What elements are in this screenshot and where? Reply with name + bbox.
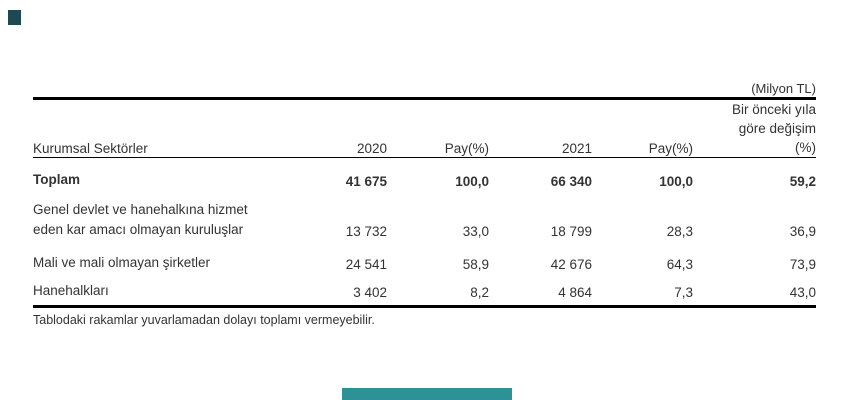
row-label-line: Genel devlet ve hanehalkına hizmet: [33, 202, 248, 217]
col-header-pay-2021: Pay(%): [592, 100, 693, 158]
cell-value-change: 59,2: [789, 174, 816, 189]
cell-value-2021: 18 799: [550, 224, 592, 239]
cell-value-2020: 41 675: [345, 174, 387, 189]
cell-value-pay-2021: 28,3: [666, 224, 693, 239]
row-label-line: Toplam: [33, 172, 80, 187]
row-label: Genel devlet ve hanehalkına hizmet eden …: [33, 194, 323, 246]
col-header-change-line-3: (%): [795, 140, 816, 155]
col-header-change-line-1: Bir önceki yıla: [731, 102, 816, 117]
cell-value-change: 36,9: [789, 224, 816, 239]
cell-value-2021: 42 676: [550, 257, 592, 272]
col-header-sector: Kurumsal Sektörler: [33, 100, 323, 158]
table-row-genel-devlet: Genel devlet ve hanehalkına hizmet eden …: [33, 194, 816, 246]
cell-value-pay-2020: 58,9: [462, 257, 489, 272]
col-header-2020: 2020: [323, 100, 387, 158]
cell-value-pay-2021: 7,3: [592, 279, 693, 308]
row-label-line: Mali ve mali olmayan şirketler: [33, 255, 211, 270]
table-row-mali-sirketler: Mali ve mali olmayan şirketler 24 541 58…: [33, 246, 816, 279]
table-footnote: Tablodaki rakamlar yuvarlamadan dolayı t…: [33, 313, 375, 327]
cell-value-2020: 13 732: [345, 224, 387, 239]
cell-value-pay-2020: 100,0: [455, 174, 489, 189]
cell-value-pay-2020: 8,2: [387, 279, 489, 308]
sector-table: Kurumsal Sektörler 2020 Pay(%) 2021 Pay(…: [33, 100, 816, 308]
col-header-pay-2020: Pay(%): [387, 100, 489, 158]
row-label: Mali ve mali olmayan şirketler: [33, 246, 323, 279]
cell-value-2021: 4 864: [489, 279, 592, 308]
cell-value-change: 43,0: [693, 279, 816, 308]
bottom-accent-bar: [342, 388, 512, 400]
cell-value-2020: 3 402: [323, 279, 387, 308]
table-header-row: Kurumsal Sektörler 2020 Pay(%) 2021 Pay(…: [33, 100, 816, 158]
col-header-change: Bir önceki yıla göre değişim (%): [693, 100, 816, 158]
table-row-hanehalklari: Hanehalkları 3 402 8,2 4 864 7,3 43,0: [33, 279, 816, 308]
row-label-line: Hanehalkları: [33, 283, 109, 298]
cell-value-pay-2021: 64,3: [666, 257, 693, 272]
row-label: Hanehalkları: [33, 279, 323, 308]
cell-value-2021: 66 340: [550, 174, 592, 189]
col-header-2021: 2021: [489, 100, 592, 158]
unit-label: (Milyon TL): [33, 82, 816, 100]
table-row-toplam: Toplam 41 675 100,0 66 340 100,0 59,2: [33, 158, 816, 195]
col-header-change-line-2: göre değişim: [738, 121, 816, 136]
corner-brand-mark-icon: [8, 10, 21, 25]
cell-value-pay-2020: 33,0: [462, 224, 489, 239]
cell-value-pay-2021: 100,0: [659, 174, 693, 189]
cell-value-change: 73,9: [789, 257, 816, 272]
row-label-line: eden kar amacı olmayan kuruluşlar: [33, 222, 244, 237]
cell-value-2020: 24 541: [345, 257, 387, 272]
row-label: Toplam: [33, 158, 323, 195]
sector-accounts-table-area: (Milyon TL) Kurumsal Sektörler 2020 Pay(…: [33, 82, 816, 328]
